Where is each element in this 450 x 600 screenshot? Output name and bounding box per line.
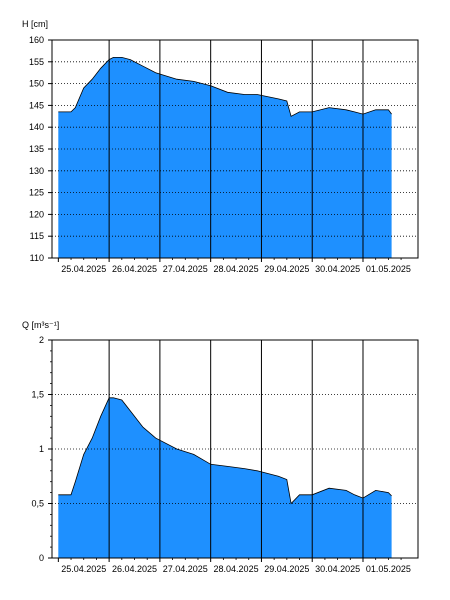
y-tick-label: 1 [39,444,44,454]
series-line [58,57,392,117]
plot-frame [51,39,419,259]
y-tick-label: 0 [39,553,44,563]
y-axis-label: H [cm] [22,19,48,29]
x-tick-label: 25.04.2025 [61,264,106,274]
x-tick-label: 26.04.2025 [112,564,157,574]
y-tick-label: 155 [29,57,44,67]
x-tick-label: 27.04.2025 [163,564,208,574]
chart-1: 110 115 120 125 130 135 140 145 150 155 160 25.04.2… [22,19,419,274]
y-tick-label: 130 [29,166,44,176]
x-tick-label: 26.04.2025 [112,264,157,274]
x-tick-label: 29.04.2025 [264,264,309,274]
y-tick-label: 160 [29,35,44,45]
x-tick-label: 27.04.2025 [163,264,208,274]
series-line [58,397,392,505]
area-fill [58,57,392,259]
y-tick-label: 120 [29,209,44,219]
x-tick-label: 01.05.2025 [366,564,411,574]
x-tick-label: 25.04.2025 [61,564,106,574]
y-tick-label: 1,5 [31,390,44,400]
y-tick-label: 115 [30,231,44,241]
y-tick-label: 140 [29,122,44,132]
plot-frame [51,339,419,559]
x-tick-label: 28.04.2025 [214,264,259,274]
x-tick-label: 29.04.2025 [264,564,309,574]
x-tick-label: 01.05.2025 [366,264,411,274]
y-tick-label: 135 [29,144,44,154]
y-tick-label: 125 [29,188,44,198]
y-tick-label: 0,5 [31,499,44,509]
y-tick-label: 150 [29,79,44,89]
chart-2: 0 0,5 1 1,5 2 25.04.2025 26.04.2025 27.04.2025 2… [22,320,419,574]
y-tick-label: 2 [39,335,44,345]
y-tick-label: 110 [30,253,44,263]
y-axis-label: Q [m³s⁻¹] [22,320,59,330]
x-tick-label: 30.04.2025 [315,264,360,274]
x-tick-label: 28.04.2025 [214,564,259,574]
area-fill [58,397,392,558]
x-tick-label: 30.04.2025 [315,564,360,574]
y-tick-label: 145 [29,100,44,110]
